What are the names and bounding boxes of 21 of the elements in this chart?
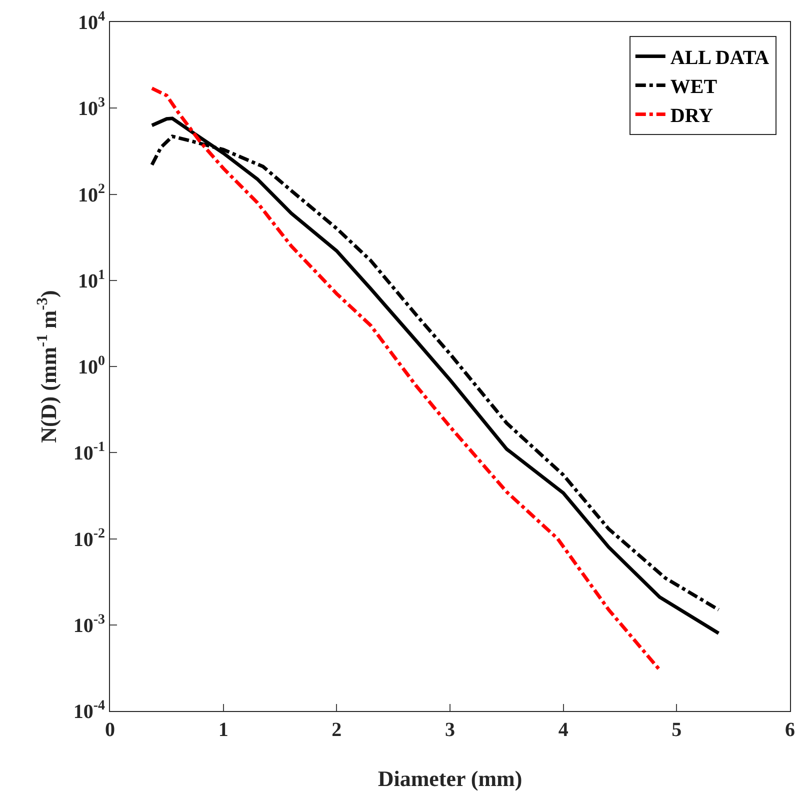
x-tick-label: 1 — [218, 719, 228, 741]
legend-label: WET — [670, 76, 718, 98]
line-series — [150, 86, 662, 672]
y-tick-label: 10$^{0}$ — [78, 354, 105, 378]
x-tick-label: 3 — [445, 719, 455, 741]
legend-label: ALL DATA — [670, 47, 770, 70]
y-tick-label: 10$^{-2}$ — [73, 526, 105, 551]
y-tick-label: 10$^{3}$ — [78, 96, 105, 120]
y-tick-label: 10$^{-4}$ — [73, 698, 105, 723]
y-tick-label: 10$^{2}$ — [78, 182, 105, 206]
x-tick-label: 4 — [558, 719, 568, 741]
x-tick-label: 5 — [672, 719, 682, 741]
x-tick-label: 0 — [105, 719, 115, 741]
x-tick-label: 2 — [332, 719, 342, 741]
y-tick-label: 10$^{4}$ — [78, 10, 105, 34]
legend-label: DRY — [670, 105, 714, 128]
y-tick-label: 10$^{-3}$ — [73, 612, 105, 637]
y-tick-label: 10$^{1}$ — [78, 268, 105, 292]
x-axis-title: Diameter (mm) — [378, 766, 522, 791]
y-tick-label: 10$^{-1}$ — [73, 440, 105, 465]
x-tick-label: 6 — [785, 719, 795, 741]
